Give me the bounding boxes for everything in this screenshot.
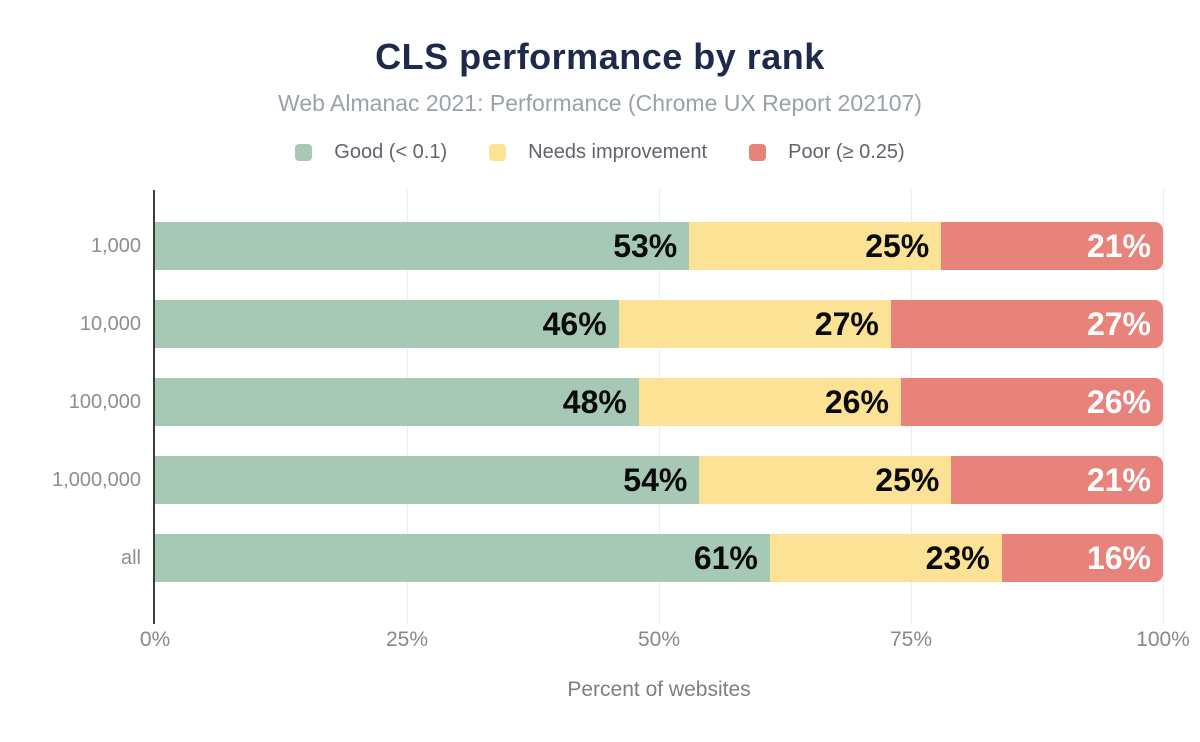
category-label: 10,000	[79, 313, 141, 335]
x-tick-label: 50%	[637, 628, 681, 651]
y-axis-line	[153, 190, 155, 624]
bar-segment: 21%	[951, 456, 1163, 504]
bar-value-label: 27%	[1086, 306, 1151, 342]
bar-row: 100,000 48% 26% 26%	[69, 378, 1163, 426]
bar-value-label: 21%	[1086, 462, 1151, 498]
category-label: all	[120, 547, 141, 569]
legend-swatch-icon	[295, 144, 313, 161]
legend-item: Needs improvement	[489, 141, 707, 164]
bar-segment: 25%	[689, 222, 942, 270]
category-label: 100,000	[68, 391, 141, 413]
legend-label: Good (< 0.1)	[334, 141, 448, 163]
bar-row: 1,000,000 54% 25% 21%	[52, 456, 1163, 504]
x-tick-label: 25%	[385, 628, 429, 651]
bar-value-label: 46%	[542, 306, 607, 342]
bar-segment: 25%	[699, 456, 952, 504]
legend-label: Poor (≥ 0.25)	[788, 141, 905, 163]
x-tick-label: 75%	[889, 628, 933, 651]
bar-value-label: 16%	[1086, 540, 1151, 576]
chart-subtitle: Web Almanac 2021: Performance (Chrome UX…	[278, 90, 922, 116]
legend-label: Needs improvement	[528, 141, 708, 163]
bar-segment: 54%	[155, 456, 700, 504]
x-axis-ticks: 0% 25% 50% 75% 100%	[140, 628, 1190, 654]
bar-segment: 53%	[155, 222, 690, 270]
bar-segment: 26%	[638, 378, 901, 426]
bar-value-label: 54%	[623, 462, 688, 498]
bar-segment: 16%	[1001, 534, 1163, 582]
x-tick-label: 100%	[1136, 628, 1190, 651]
category-label: 1,000,000	[52, 469, 141, 491]
bar-segment: 27%	[890, 300, 1163, 348]
bar-value-label: 23%	[925, 540, 990, 576]
bar-value-label: 25%	[875, 462, 940, 498]
x-tick-label: 0%	[139, 628, 171, 651]
bar-value-label: 27%	[814, 306, 879, 342]
bar-rows: 1,000 53% 25% 21% 10,000 46% 27% 27% 100,000 48% 2…	[52, 222, 1163, 582]
bar-value-label: 25%	[865, 228, 930, 264]
bar-row: 1,000 53% 25% 21%	[91, 222, 1163, 270]
bar-segment: 26%	[900, 378, 1163, 426]
bar-segment: 46%	[155, 300, 619, 348]
x-axis-title: Percent of websites	[567, 678, 751, 701]
bar-row: 10,000 46% 27% 27%	[80, 300, 1163, 348]
bar-value-label: 48%	[562, 384, 627, 420]
bar-segment: 61%	[155, 534, 770, 582]
gridline	[1163, 190, 1164, 624]
legend-swatch-icon	[749, 144, 767, 161]
bar-segment: 21%	[941, 222, 1163, 270]
legend-swatch-icon	[489, 144, 507, 161]
bar-value-label: 26%	[824, 384, 889, 420]
bar-segment: 27%	[618, 300, 891, 348]
bar-row: all 61% 23% 16%	[121, 534, 1163, 582]
legend: Good (< 0.1) Needs improvement Poor (≥ 0.2…	[0, 141, 1200, 164]
bar-segment: 23%	[769, 534, 1002, 582]
category-label: 1,000	[90, 235, 141, 257]
plot-area: 1,000 53% 25% 21% 10,000 46% 27% 27% 100,000 48% 2…	[52, 190, 1164, 624]
bar-segment: 48%	[155, 378, 639, 426]
bar-value-label: 61%	[693, 540, 758, 576]
legend-item: Good (< 0.1)	[295, 141, 447, 164]
chart-title: CLS performance by rank	[375, 36, 825, 77]
bar-value-label: 26%	[1086, 384, 1151, 420]
legend-item: Poor (≥ 0.25)	[749, 141, 905, 164]
bar-value-label: 53%	[613, 228, 678, 264]
bar-value-label: 21%	[1086, 228, 1151, 264]
